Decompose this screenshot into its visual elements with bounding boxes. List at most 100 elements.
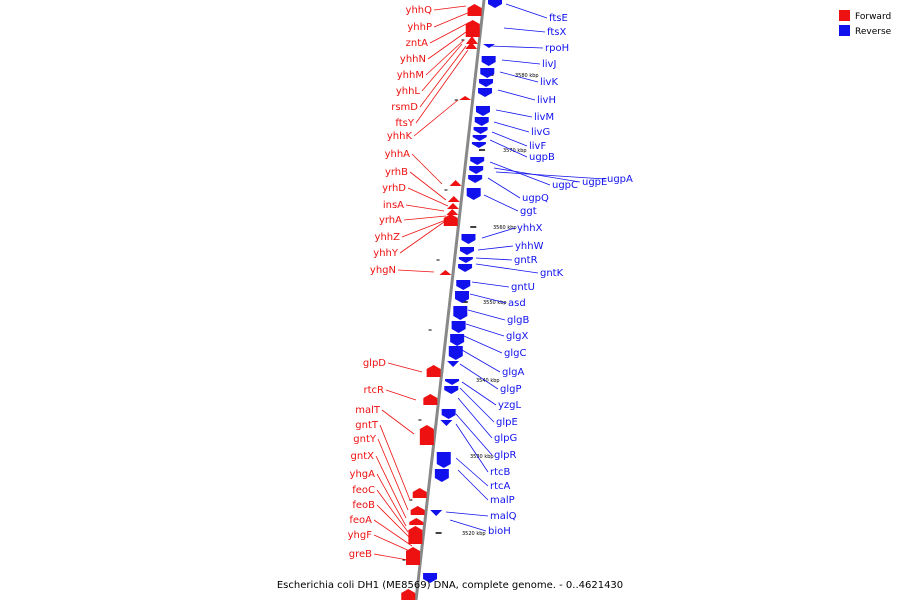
reverse-gene-leader	[489, 45, 544, 49]
reverse-gene-leader	[465, 323, 505, 337]
reverse-gene-leader	[475, 257, 513, 261]
forward-gene-leader	[376, 489, 409, 533]
forward-gene-block	[423, 394, 438, 405]
reverse-gene-label: malQ	[490, 511, 517, 522]
forward-gene-leader	[429, 21, 471, 44]
reverse-gene-block	[481, 56, 496, 66]
reverse-gene-label: yhhW	[515, 241, 544, 252]
reverse-gene-leader	[455, 413, 493, 456]
reverse-gene-block	[458, 264, 473, 272]
forward-gene-leader	[376, 473, 407, 527]
reverse-gene-label: glgP	[500, 384, 522, 395]
forward-gene-leader	[385, 389, 417, 401]
reverse-gene-block	[480, 68, 495, 78]
forward-gene-leader	[387, 362, 423, 373]
reverse-gene-leader	[461, 381, 497, 406]
forward-gene-leader	[415, 49, 469, 124]
reverse-gene-label: ugpC	[552, 180, 578, 191]
forward-gene-label: yrhA	[379, 215, 402, 226]
forward-gene-block	[409, 518, 424, 525]
forward-gene-leader	[375, 455, 407, 519]
reverse-gene-leader	[457, 469, 489, 501]
forward-gene-label: greB	[349, 549, 372, 560]
reverse-gene-label: rtcB	[490, 467, 511, 478]
reverse-gene-label: glpR	[494, 450, 516, 461]
forward-gene-leader	[399, 221, 445, 254]
forward-gene-block	[447, 196, 460, 202]
reverse-gene-leader	[455, 457, 489, 487]
forward-gene-block	[465, 20, 480, 37]
reverse-gene-leader	[461, 349, 501, 373]
forward-gene-leader	[381, 409, 415, 435]
forward-gene-label: yhhZ	[375, 232, 401, 243]
reverse-gene-label: ugpA	[607, 174, 633, 185]
forward-gene-leader	[433, 5, 467, 11]
forward-gene-block	[446, 203, 459, 209]
reverse-gene-label: glpE	[496, 417, 518, 428]
reverse-gene-leader	[495, 171, 606, 180]
reverse-gene-block	[474, 117, 489, 126]
forward-gene-leader	[397, 269, 435, 273]
reverse-gene-leader	[477, 245, 514, 251]
forward-gene-label: feoA	[349, 515, 372, 526]
reverse-gene-block	[479, 79, 494, 87]
scale-tick-label: 3530 kbp	[470, 454, 494, 460]
forward-gene-leader	[376, 504, 411, 539]
reverse-gene-block	[458, 257, 473, 263]
reverse-gene-block	[475, 106, 490, 116]
forward-gene-leader	[405, 204, 445, 212]
reverse-gene-leader	[483, 194, 519, 212]
forward-gene-leader	[407, 187, 449, 207]
forward-gene-leader	[413, 99, 459, 137]
forward-gene-label: yhhQ	[406, 5, 433, 16]
reverse-gene-leader	[457, 397, 493, 439]
forward-gene-label: yhhP	[407, 22, 432, 33]
forward-gene-label: gntY	[353, 434, 377, 445]
forward-gene-block	[449, 180, 462, 186]
forward-gene-label: feoC	[352, 485, 375, 496]
reverse-gene-leader	[493, 121, 530, 133]
reverse-gene-block	[447, 361, 460, 367]
reverse-gene-block	[451, 321, 466, 333]
reverse-gene-label: ugpB	[529, 152, 555, 163]
forward-gene-label: feoB	[352, 500, 375, 511]
reverse-gene-label: glgA	[502, 367, 524, 378]
reverse-gene-block	[430, 510, 443, 516]
legend-reverse-swatch	[839, 25, 850, 36]
reverse-gene-label: rtcA	[490, 481, 511, 492]
reverse-gene-leader	[475, 263, 539, 274]
forward-gene-leader	[373, 519, 413, 547]
forward-gene-block	[467, 4, 482, 16]
reverse-gene-label: gntU	[511, 282, 535, 293]
forward-gene-label: rsmD	[391, 102, 418, 113]
reverse-gene-leader	[505, 3, 548, 19]
forward-gene-block	[401, 589, 416, 600]
reverse-gene-block	[468, 175, 483, 183]
reverse-gene-block	[470, 157, 485, 165]
reverse-gene-label: yhhX	[517, 223, 543, 234]
reverse-gene-label: livM	[534, 112, 554, 123]
reverse-gene-label: gntR	[514, 255, 538, 266]
reverse-gene-leader	[469, 293, 507, 304]
reverse-gene-label: glgX	[506, 331, 528, 342]
reverse-gene-label: glpG	[494, 433, 517, 444]
forward-gene-label: gntX	[351, 451, 375, 462]
legend-forward-swatch	[839, 10, 850, 21]
forward-gene-leader	[411, 153, 443, 185]
reverse-gene-label: glgC	[504, 348, 526, 359]
reverse-gene-block	[478, 88, 493, 97]
reverse-gene-block	[460, 247, 475, 255]
forward-gene-block	[419, 425, 434, 445]
reverse-gene-leader	[499, 71, 539, 83]
forward-gene-label: insA	[383, 200, 404, 211]
reverse-gene-label: livF	[529, 141, 546, 152]
reverse-gene-label: livK	[540, 77, 558, 88]
reverse-gene-block	[473, 127, 488, 134]
reverse-gene-block	[466, 188, 481, 200]
reverse-gene-label: bioH	[488, 526, 511, 537]
forward-gene-block	[439, 270, 452, 275]
forward-gene-block	[406, 547, 421, 565]
reverse-gene-leader	[491, 131, 528, 147]
forward-gene-label: yhgN	[370, 265, 396, 276]
reverse-gene-label: ftsX	[547, 27, 566, 38]
